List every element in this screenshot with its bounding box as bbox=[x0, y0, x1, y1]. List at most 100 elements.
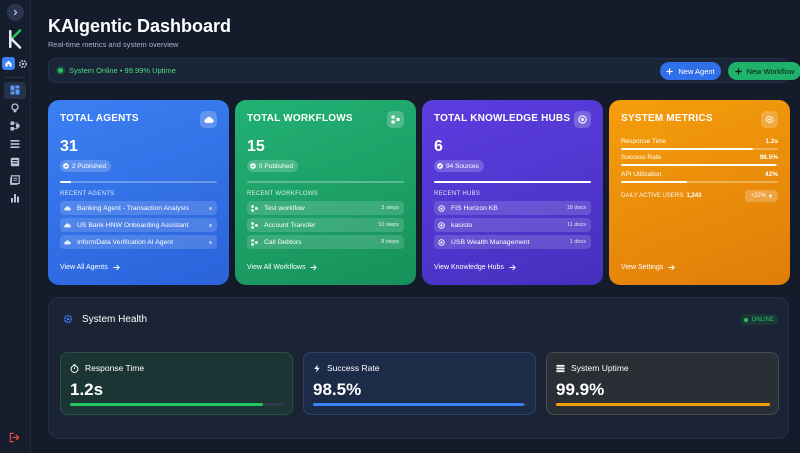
library-icon bbox=[10, 175, 20, 185]
response-time-card: Response Time 1.2s bbox=[60, 352, 293, 415]
workflows-card-icon bbox=[387, 111, 404, 128]
plus-icon bbox=[666, 67, 674, 75]
sidebar-item-analytics[interactable] bbox=[4, 190, 26, 207]
dau-change: +22% bbox=[750, 193, 766, 199]
cloud-icon bbox=[64, 205, 71, 211]
new-agent-button[interactable]: New Agent bbox=[660, 62, 721, 80]
main-content: KAIgentic Dashboard Real-time metrics an… bbox=[31, 0, 800, 453]
workflow-icon bbox=[251, 238, 258, 246]
sidebar-item-list[interactable] bbox=[4, 136, 26, 153]
badge-label: 94 Sources bbox=[446, 162, 479, 170]
sidebar-item-workflows[interactable] bbox=[4, 118, 26, 135]
dau-label: DAILY ACTIVE USERS: bbox=[621, 193, 685, 199]
metric-value: 1.2s bbox=[765, 138, 778, 145]
workflow-icon bbox=[251, 221, 258, 229]
sources-badge: 94 Sources bbox=[434, 160, 484, 172]
list-item-label: FIS Horizon KB bbox=[451, 204, 498, 212]
card-value: 15 bbox=[247, 138, 265, 155]
list-item[interactable]: Test workflow 3 steps bbox=[247, 201, 404, 215]
total-agents-card: TOTAL AGENTS 31 2 Published RECENT AGENT… bbox=[48, 100, 229, 285]
card-title: SYSTEM METRICS bbox=[621, 113, 713, 124]
view-all-agents-link[interactable]: View All Agents bbox=[60, 264, 120, 271]
sidebar-item-dashboard[interactable] bbox=[4, 81, 26, 99]
sidebar-item-library[interactable] bbox=[4, 172, 26, 189]
agents-card-icon bbox=[200, 111, 217, 128]
view-knowledge-hubs-link[interactable]: View Knowledge Hubs bbox=[434, 264, 516, 271]
card-value: 6 bbox=[434, 138, 443, 155]
health-bar bbox=[70, 403, 284, 406]
list-item[interactable]: InformData Verification AI Agent bbox=[60, 235, 217, 249]
agents-progress-bar bbox=[60, 181, 217, 183]
list-item-label: US Bank HNW Onboarding Assistant bbox=[77, 221, 189, 229]
target-icon bbox=[438, 238, 445, 246]
health-label: Response Time bbox=[85, 363, 145, 373]
cloud-icon bbox=[203, 116, 214, 123]
home-button[interactable] bbox=[2, 57, 15, 70]
sidebar-item-ideas[interactable] bbox=[4, 100, 26, 117]
section-label: RECENT AGENTS bbox=[60, 191, 115, 197]
logout-icon bbox=[9, 432, 20, 443]
metric-label: Success Rate bbox=[621, 154, 662, 161]
home-icon bbox=[5, 60, 12, 67]
health-bar bbox=[313, 403, 527, 406]
list-item-label: Banking Agent - Transaction Analysis bbox=[77, 204, 189, 212]
card-value: 31 bbox=[60, 138, 78, 155]
health-value: 99.9% bbox=[556, 380, 605, 399]
page-subtitle: Real-time metrics and system overview bbox=[48, 40, 179, 49]
view-settings-link[interactable]: View Settings bbox=[621, 264, 676, 271]
health-label: Success Rate bbox=[327, 363, 380, 373]
arrow-up-icon bbox=[768, 193, 773, 199]
response-time-metric: Response Time 1.2s bbox=[621, 138, 778, 150]
health-value: 98.5% bbox=[313, 380, 362, 399]
logo-icon bbox=[9, 29, 22, 49]
list-item-label: kasisto bbox=[451, 221, 473, 229]
list-item[interactable]: kasisto 11 docs bbox=[434, 218, 591, 232]
logout-button[interactable] bbox=[9, 430, 20, 448]
link-label: View Knowledge Hubs bbox=[434, 264, 504, 271]
status-dot bbox=[209, 240, 212, 244]
badge-label: 0 Published bbox=[259, 162, 293, 170]
online-status-badge: ONLINE bbox=[739, 314, 778, 325]
sidebar bbox=[0, 0, 31, 453]
expand-sidebar-button[interactable] bbox=[6, 4, 24, 21]
hubs-progress-bar bbox=[434, 181, 591, 183]
recent-agents-list: Banking Agent - Transaction Analysis US … bbox=[60, 201, 217, 252]
stopwatch-icon bbox=[70, 363, 79, 373]
list-item-label: Test workflow bbox=[264, 204, 305, 212]
check-circle-icon bbox=[437, 163, 443, 169]
metrics-card-icon bbox=[761, 111, 778, 128]
list-item[interactable]: USB Wealth Management 1 docs bbox=[434, 235, 591, 249]
table-icon bbox=[10, 157, 20, 167]
settings-icon[interactable] bbox=[18, 59, 28, 69]
list-item[interactable]: FIS Horizon KB 18 docs bbox=[434, 201, 591, 215]
link-label: View All Agents bbox=[60, 264, 108, 271]
workflow-icon bbox=[251, 204, 258, 212]
metric-value: 42% bbox=[764, 171, 778, 178]
new-workflow-button[interactable]: New Workflow bbox=[728, 62, 800, 80]
doc-count: 1 docs bbox=[569, 239, 586, 245]
step-count: 8 steps bbox=[381, 239, 399, 245]
list-item[interactable]: Banking Agent - Transaction Analysis bbox=[60, 201, 217, 215]
status-dot bbox=[58, 68, 63, 73]
system-uptime-card: System Uptime 99.9% bbox=[546, 352, 779, 415]
daily-active-users: DAILY ACTIVE USERS: 1,243 bbox=[621, 193, 702, 199]
view-all-workflows-link[interactable]: View All Workflows bbox=[247, 264, 318, 271]
health-label: System Uptime bbox=[571, 363, 629, 373]
sidebar-item-table[interactable] bbox=[4, 154, 26, 171]
arrow-right-icon bbox=[668, 264, 676, 271]
list-item[interactable]: Account Transfer 10 steps bbox=[247, 218, 404, 232]
section-label: RECENT WORKFLOWS bbox=[247, 191, 319, 197]
system-metrics-card: SYSTEM METRICS Response Time 1.2s Success… bbox=[609, 100, 790, 285]
cloud-icon bbox=[64, 239, 71, 245]
analytics-icon bbox=[11, 194, 19, 203]
status-dot bbox=[209, 206, 212, 210]
metric-label: Response Time bbox=[621, 138, 667, 145]
list-item-label: InformData Verification AI Agent bbox=[77, 238, 173, 246]
link-label: View All Workflows bbox=[247, 264, 306, 271]
list-item[interactable]: Call Debtors 8 steps bbox=[247, 235, 404, 249]
new-agent-label: New Agent bbox=[678, 66, 715, 76]
api-utilization-metric: API Utilization 42% bbox=[621, 171, 778, 183]
list-item[interactable]: US Bank HNW Onboarding Assistant bbox=[60, 218, 217, 232]
system-status-bar: System Online • 99.99% Uptime New Agent … bbox=[48, 58, 800, 83]
cloud-icon bbox=[64, 222, 71, 228]
